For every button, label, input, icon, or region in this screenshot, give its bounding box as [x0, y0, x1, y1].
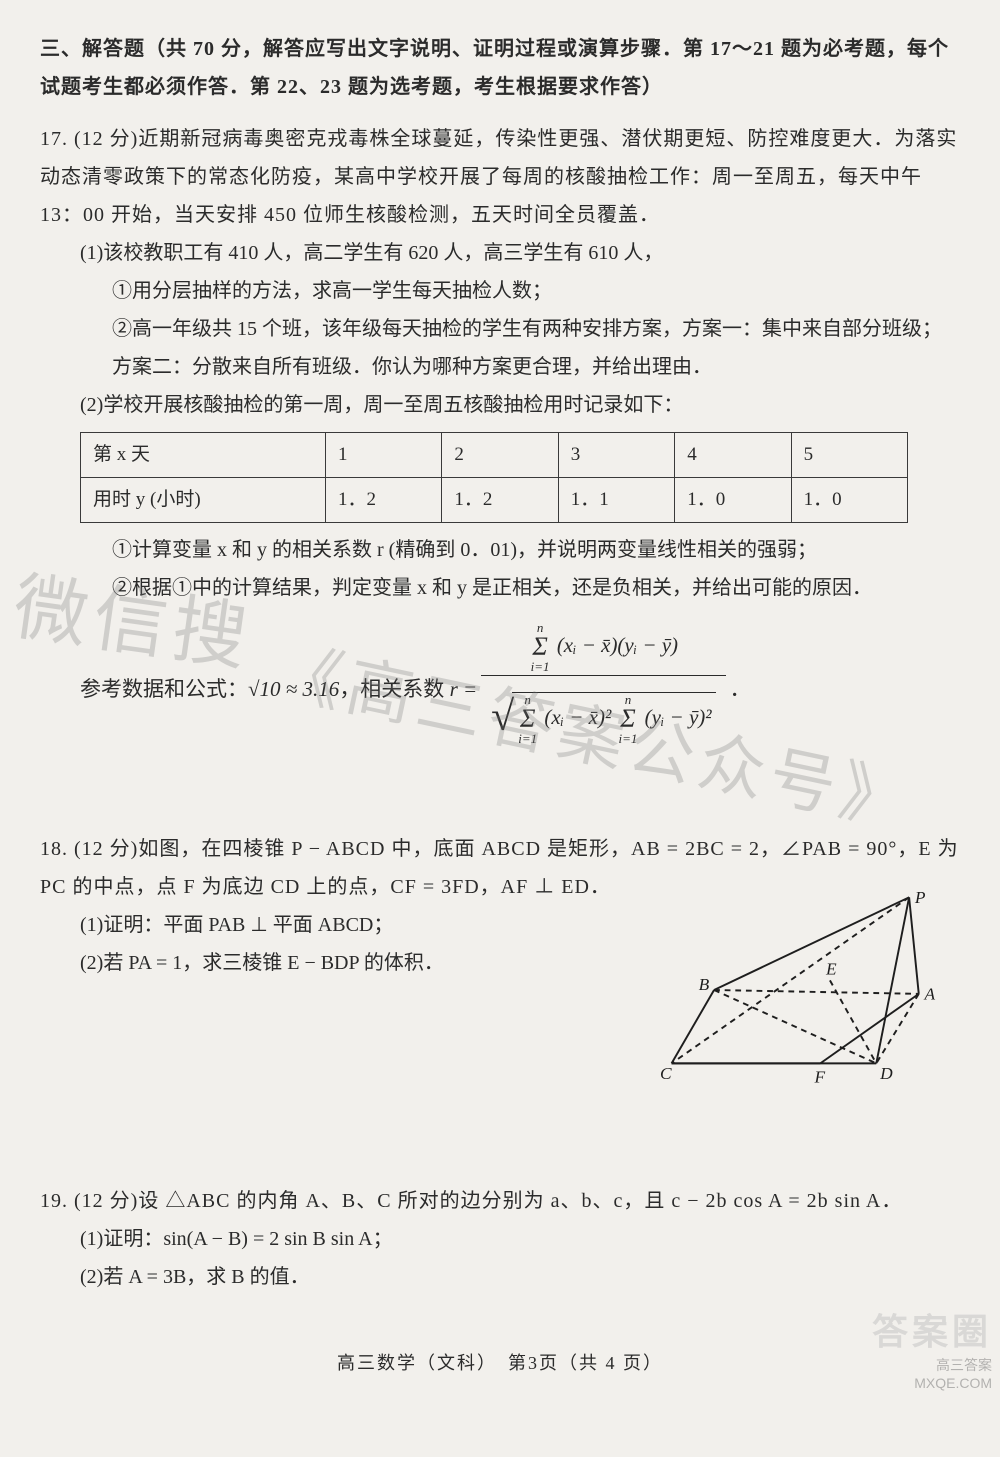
problem-17: 17. (12 分)近期新冠病毒奥密克戎毒株全球蔓延，传染性更强、潜伏期更短、防… — [40, 120, 960, 760]
corner-watermark: 答案圈 高三答案 MXQE.COM — [872, 1309, 992, 1392]
q17-number: 17. — [40, 128, 68, 150]
section-heading: 三、解答题（共 70 分，解答应写出文字说明、证明过程或演算步骤．第 17～21… — [40, 30, 960, 106]
q17-intro-text: 近期新冠病毒奥密克戎毒株全球蔓延，传染性更强、潜伏期更短、防控难度更大．为落实动… — [40, 128, 957, 226]
q17-p2-1: ①计算变量 x 和 y 的相关系数 r (精确到 0．01)，并说明两变量线性相… — [40, 531, 960, 569]
edge-PB — [714, 897, 909, 990]
q18-points: (12 分) — [74, 838, 138, 860]
q18-number: 18. — [40, 838, 68, 860]
q17-p2-2: ②根据①中的计算结果，判定变量 x 和 y 是正相关，还是负相关，并给出可能的原… — [40, 569, 960, 607]
table-cell: 1．2 — [326, 478, 442, 523]
label-E: E — [825, 960, 837, 979]
corner-wm-line1: 高三答案 — [872, 1356, 992, 1374]
q17-p1-1: ①用分层抽样的方法，求高一学生每天抽检人数； — [40, 272, 960, 310]
label-A: A — [924, 985, 936, 1004]
q17-p1-2: ②高一年级共 15 个班，该年级每天抽检的学生有两种安排方案，方案一：集中来自部… — [40, 310, 960, 386]
den-expr-a: (xᵢ − x̄)² — [544, 704, 611, 728]
sum-symbol: nΣi=1 — [531, 621, 550, 673]
formula-label: 参考数据和公式： — [80, 670, 248, 710]
table-cell: 4 — [675, 433, 791, 478]
formula-period: ． — [730, 670, 751, 710]
q17-points: (12 分) — [74, 128, 138, 150]
table-cell: 2 — [442, 433, 558, 478]
q18-intro-text: 如图，在四棱锥 P − ABCD 中，底面 ABCD 是矩形，AB = 2BC … — [40, 838, 959, 898]
table-cell: 1．0 — [675, 478, 791, 523]
table-cell: 3 — [558, 433, 674, 478]
num-expr: (xᵢ − x̄)(yᵢ − ȳ) — [557, 633, 678, 657]
edge-BC — [672, 990, 714, 1063]
problem-18: 18. (12 分)如图，在四棱锥 P − ABCD 中，底面 ABCD 是矩形… — [40, 830, 960, 1142]
label-C: C — [660, 1064, 672, 1083]
q17-intro: 17. (12 分)近期新冠病毒奥密克戎毒株全球蔓延，传染性更强、潜伏期更短、防… — [40, 120, 960, 234]
corner-wm-big: 答案圈 — [872, 1309, 992, 1356]
table-cell: 5 — [791, 433, 907, 478]
sum-symbol: nΣi=1 — [619, 693, 638, 745]
table-cell: 1．1 — [558, 478, 674, 523]
q17-p2-lead: (2)学校开展核酸抽检的第一周，周一至周五核酸抽检用时记录如下： — [40, 386, 960, 424]
q19-p2: (2)若 A = 3B，求 B 的值． — [40, 1258, 960, 1296]
table-cell: 1．2 — [442, 478, 558, 523]
problem-19: 19. (12 分)设 △ABC 的内角 A、B、C 所对的边分别为 a、b、c… — [40, 1182, 960, 1296]
table-cell: 1．0 — [791, 478, 907, 523]
table-cell: 用时 y (小时) — [81, 478, 326, 523]
table-cell: 1 — [326, 433, 442, 478]
formula-sep: ，相关系数 — [339, 670, 444, 710]
label-P: P — [914, 890, 926, 907]
q19-intro: 19. (12 分)设 △ABC 的内角 A、B、C 所对的边分别为 a、b、c… — [40, 1182, 960, 1220]
edge-BA — [714, 990, 919, 994]
formula-r-eq: r = — [450, 670, 478, 710]
edge-BD — [714, 990, 876, 1063]
q19-intro-text: 设 △ABC 的内角 A、B、C 所对的边分别为 a、b、c，且 c − 2b … — [138, 1190, 902, 1212]
formula-denominator: nΣi=1 (xᵢ − x̄)² nΣi=1 (yᵢ − ȳ)² — [481, 676, 725, 760]
label-B: B — [699, 975, 710, 994]
edge-DP — [876, 897, 909, 1063]
formula-fraction: nΣi=1 (xᵢ − x̄)(yᵢ − ȳ) nΣi=1 (xᵢ − x̄)²… — [481, 619, 725, 760]
table-row: 第 x 天 1 2 3 4 5 — [81, 433, 908, 478]
sqrt-symbol: nΣi=1 (xᵢ − x̄)² nΣi=1 (yᵢ − ȳ)² — [491, 678, 715, 758]
table-row: 用时 y (小时) 1．2 1．2 1．1 1．0 1．0 — [81, 478, 908, 523]
formula-approx: √10 ≈ 3.16 — [248, 670, 339, 710]
den-expr-b: (yᵢ − ȳ)² — [645, 704, 712, 728]
q17-formula: 参考数据和公式： √10 ≈ 3.16 ，相关系数 r = nΣi=1 (xᵢ … — [80, 619, 960, 760]
q18-figure: P A B C D E F — [660, 890, 940, 1090]
label-D: D — [879, 1064, 893, 1083]
q19-points: (12 分) — [74, 1190, 138, 1212]
q17-table: 第 x 天 1 2 3 4 5 用时 y (小时) 1．2 1．2 1．1 1．… — [80, 432, 908, 523]
formula-numerator: nΣi=1 (xᵢ − x̄)(yᵢ − ȳ) — [481, 619, 725, 676]
edge-AF — [820, 994, 918, 1064]
sum-symbol: nΣi=1 — [518, 693, 537, 745]
q19-p1: (1)证明：sin(A − B) = 2 sin B sin A； — [40, 1220, 960, 1258]
corner-wm-line2: MXQE.COM — [872, 1374, 992, 1392]
q17-p1-lead: (1)该校教职工有 410 人，高二学生有 620 人，高三学生有 610 人， — [40, 234, 960, 272]
label-F: F — [813, 1068, 825, 1087]
page-footer: 高三数学（文科） 第3页（共 4 页） — [40, 1346, 960, 1380]
table-cell: 第 x 天 — [81, 433, 326, 478]
edge-PA — [909, 897, 919, 994]
q19-number: 19. — [40, 1190, 68, 1212]
